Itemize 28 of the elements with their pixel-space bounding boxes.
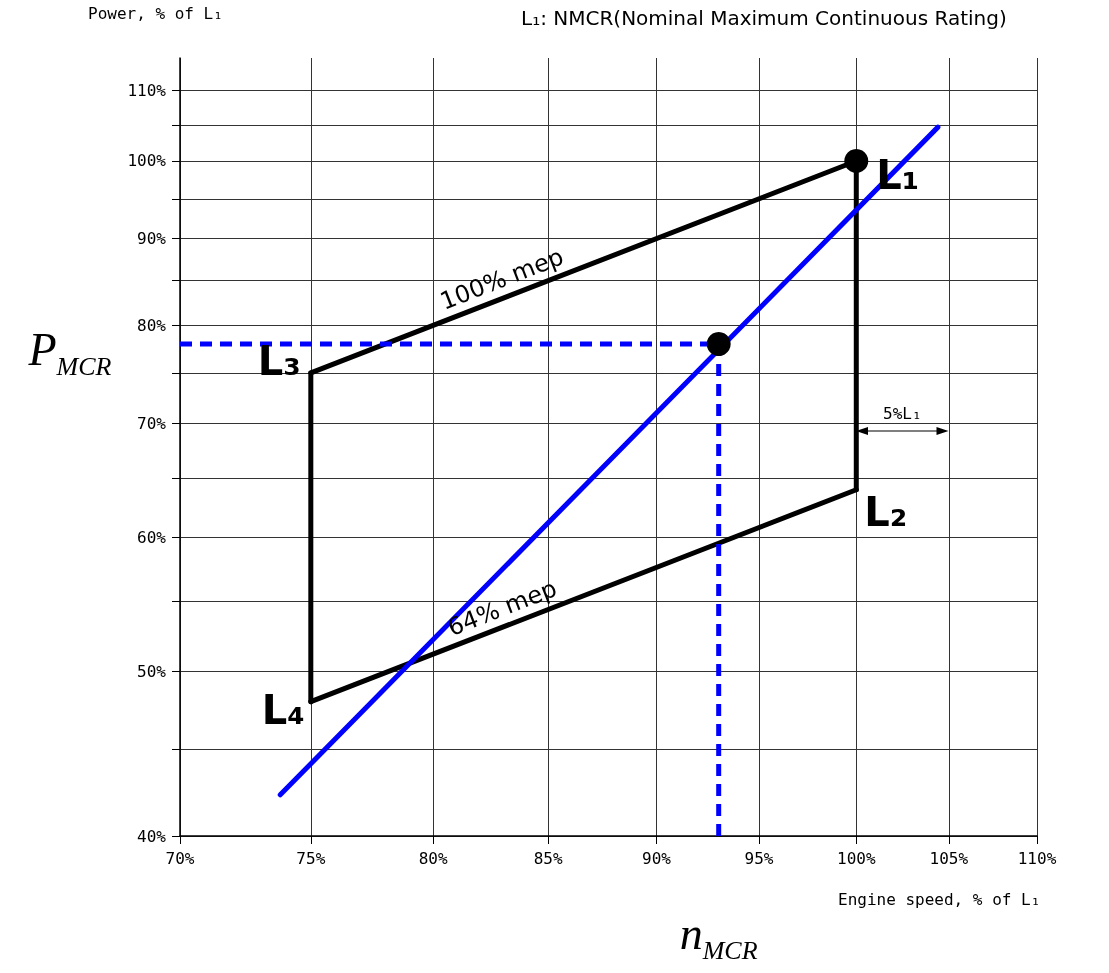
y-tick-label: 40% [137,826,167,846]
x-tick-label: 110% [1017,848,1057,868]
annotation: 64% mep [443,573,561,642]
y-tick-label: 90% [137,229,167,249]
y-tick-label: 70% [137,414,167,434]
x-tick-label: 70% [165,848,195,868]
x-tick-label: 75% [296,848,326,868]
x-tick-label: 90% [642,848,672,868]
x-tick-label: 95% [744,848,774,868]
x-tick-label: 80% [418,848,448,868]
x-tick-label: 85% [533,848,563,868]
annotation: L₂ [864,488,908,535]
y-tick-label: 100% [127,151,167,171]
annotation: L₄ [261,686,305,733]
annotation: n$_{MCR}$ [679,906,758,966]
annotation: 5%L₁ [883,403,922,423]
y-tick-label: 60% [137,527,167,547]
chart-title: L₁: NMCR(Nominal Maximum Continuous Rating) [521,6,1007,30]
y-tick-label: 50% [137,662,167,682]
y-axis-title: Power, % of L₁ [88,4,223,23]
annotation: P$_{MCR}$ [28,322,112,382]
annotation: L₃ [257,337,301,384]
annotation: 100% mep [436,242,568,316]
x-tick-label: 100% [837,848,876,868]
x-axis-title: Engine speed, % of L₁ [838,890,1041,909]
x-tick-label: 105% [929,848,969,868]
y-tick-label: 80% [137,315,167,335]
y-tick-label: 110% [127,81,167,101]
